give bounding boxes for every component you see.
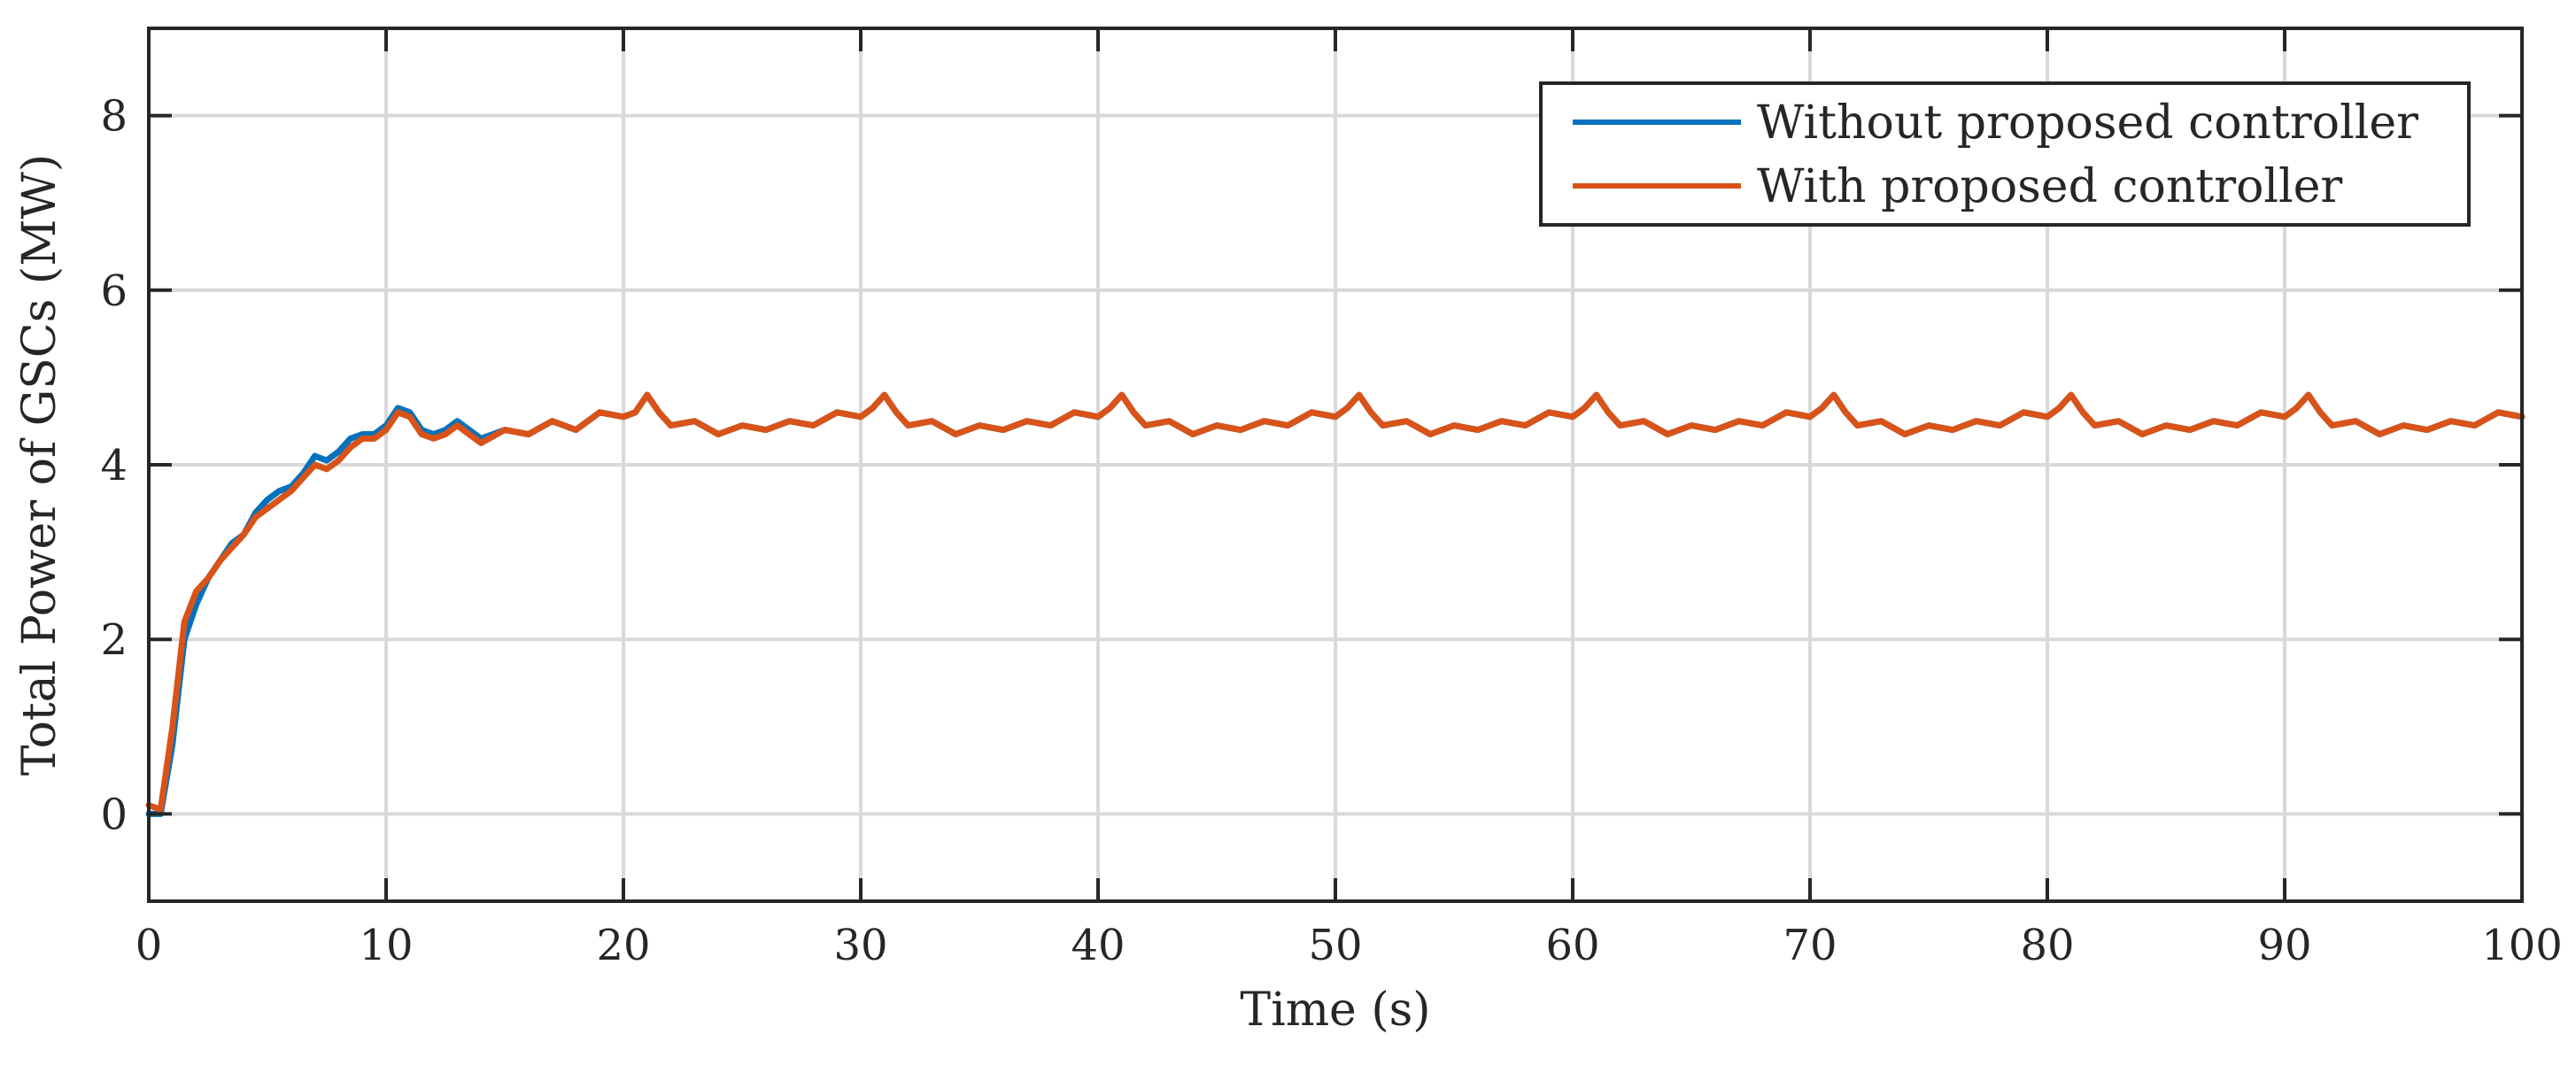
- x-tick-label: 50: [1308, 921, 1362, 970]
- x-axis-label: Time (s): [1240, 984, 1430, 1037]
- x-tick-label: 10: [359, 921, 413, 970]
- y-tick-label: 0: [100, 790, 128, 839]
- legend-label-without-controller: Without proposed controller: [1757, 96, 2418, 150]
- y-tick-label: 6: [100, 266, 128, 316]
- ticks: [147, 28, 2524, 901]
- tick-labels: 0 10 20 30 40 50 60 70 80 90 100 0 2 4 6 8: [100, 92, 2562, 970]
- x-tick-label: 20: [596, 921, 650, 970]
- y-axis-label: Total Power of GSCs (MW): [13, 154, 66, 776]
- legend-label-with-controller: With proposed controller: [1757, 160, 2342, 213]
- x-tick-label: 40: [1071, 921, 1125, 970]
- x-tick-label: 100: [2481, 921, 2563, 970]
- y-tick-label: 2: [100, 615, 128, 665]
- legend-box: [1539, 81, 2471, 227]
- legend: Without proposed controller With propose…: [1539, 81, 2471, 227]
- x-tick-label: 70: [1783, 921, 1837, 970]
- y-tick-label: 4: [100, 441, 128, 490]
- x-tick-label: 60: [1545, 921, 1599, 970]
- series-group: [145, 391, 2526, 817]
- x-tick-label: 30: [833, 921, 887, 970]
- x-tick-label: 80: [2020, 921, 2074, 970]
- series-line-1: [145, 391, 2526, 813]
- x-tick-label: 90: [2257, 921, 2311, 970]
- x-tick-label: 0: [135, 921, 163, 970]
- y-tick-label: 8: [100, 92, 128, 142]
